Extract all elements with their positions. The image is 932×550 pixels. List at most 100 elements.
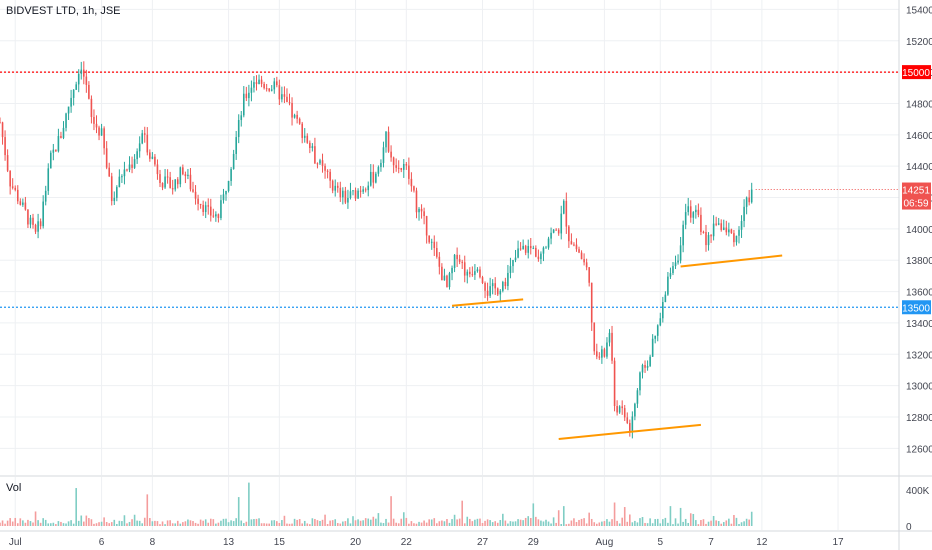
volume-bar — [324, 514, 326, 526]
candle-body — [265, 88, 268, 90]
candle-body — [446, 275, 448, 288]
volume-bar — [529, 518, 532, 526]
volume-bar — [309, 524, 311, 526]
candle-body — [164, 176, 166, 188]
candle-body — [689, 206, 692, 218]
volume-bar — [47, 523, 50, 526]
candle-body — [651, 338, 654, 357]
candle-body — [433, 241, 436, 249]
candle-body — [402, 164, 405, 170]
volume-bar — [550, 523, 552, 526]
candle-body — [623, 408, 626, 418]
candle-body — [740, 221, 743, 230]
volume-bar — [451, 519, 453, 526]
volume-bar — [136, 520, 138, 526]
volume-bar — [303, 520, 306, 526]
candle-body — [143, 133, 146, 135]
volume-bar — [669, 506, 672, 526]
volume-bar — [270, 520, 273, 526]
x-tick-label: 5 — [658, 537, 664, 548]
volume-bar — [14, 517, 17, 526]
trendline — [558, 423, 702, 440]
candle-body — [240, 115, 243, 121]
x-tick-label: 20 — [350, 537, 362, 548]
volume-bar — [85, 515, 88, 526]
candle-body — [258, 79, 260, 85]
candle-body — [11, 186, 14, 188]
candle-body — [108, 167, 111, 177]
candle-body — [222, 194, 225, 201]
volume-bar — [311, 518, 314, 526]
volume-bar — [555, 522, 557, 526]
candle-body — [161, 183, 164, 188]
volume-bar — [131, 519, 133, 526]
candle-body — [712, 223, 715, 237]
volume-bar — [436, 523, 438, 526]
candle-body — [83, 69, 85, 77]
x-tick-label: 22 — [401, 537, 413, 548]
volume-bar — [588, 512, 590, 526]
trendline — [451, 298, 524, 307]
candle-body — [524, 245, 527, 253]
volume-bar — [613, 502, 616, 526]
volume-bar — [260, 523, 263, 526]
volume-bar — [423, 520, 425, 526]
candle-body — [93, 116, 95, 124]
volume-bar — [377, 513, 380, 526]
candle-body — [242, 93, 245, 116]
volume-bar — [446, 519, 448, 526]
candle-body — [301, 123, 304, 138]
volume-bar — [745, 518, 748, 526]
volume-bar — [149, 518, 151, 526]
candle-body — [456, 254, 458, 260]
candle-body — [608, 332, 611, 343]
candle-body — [405, 164, 408, 166]
candle-body — [461, 261, 463, 263]
candle-body — [235, 137, 237, 154]
volume-bar — [562, 506, 565, 526]
candle-body — [667, 276, 669, 295]
candle-body — [336, 185, 339, 188]
volume-bar — [60, 521, 62, 526]
candle-body — [710, 235, 712, 237]
volume-bar — [268, 523, 270, 526]
candle-body — [32, 217, 34, 225]
volume-bar — [336, 523, 339, 526]
bar-countdown-label: 06:59 — [903, 199, 928, 210]
candle-body — [70, 97, 72, 107]
volume-bar — [662, 519, 664, 526]
candle-body — [695, 209, 697, 213]
volume-bar — [202, 520, 204, 526]
volume-bar — [380, 522, 382, 526]
candle-body — [286, 96, 288, 103]
candle-body — [255, 82, 258, 85]
volume-bar — [344, 521, 347, 526]
candle-body — [303, 135, 306, 138]
volume-bar — [105, 522, 108, 526]
volume-bar — [413, 523, 415, 526]
candle-body — [220, 200, 222, 219]
candle-body — [260, 79, 263, 84]
candle-body — [745, 197, 748, 207]
volume-bar — [95, 523, 98, 526]
candle-body — [662, 302, 664, 319]
candle-body — [415, 190, 418, 213]
candle-body — [583, 259, 585, 263]
volume-bar — [461, 500, 463, 526]
candle-body — [489, 286, 491, 296]
candle-body — [636, 390, 639, 404]
candle-body — [621, 406, 623, 409]
candle-body — [502, 281, 504, 291]
volume-bar — [316, 520, 319, 526]
volume-bar — [154, 520, 156, 526]
candle-body — [306, 135, 309, 143]
candle-body — [49, 152, 52, 169]
volume-bar — [535, 516, 537, 526]
candle-body — [573, 244, 575, 246]
volume-bar — [116, 523, 118, 526]
candle-body — [430, 241, 433, 243]
candle-body — [67, 106, 70, 114]
candle-body — [174, 179, 177, 190]
candle-body — [276, 81, 278, 86]
